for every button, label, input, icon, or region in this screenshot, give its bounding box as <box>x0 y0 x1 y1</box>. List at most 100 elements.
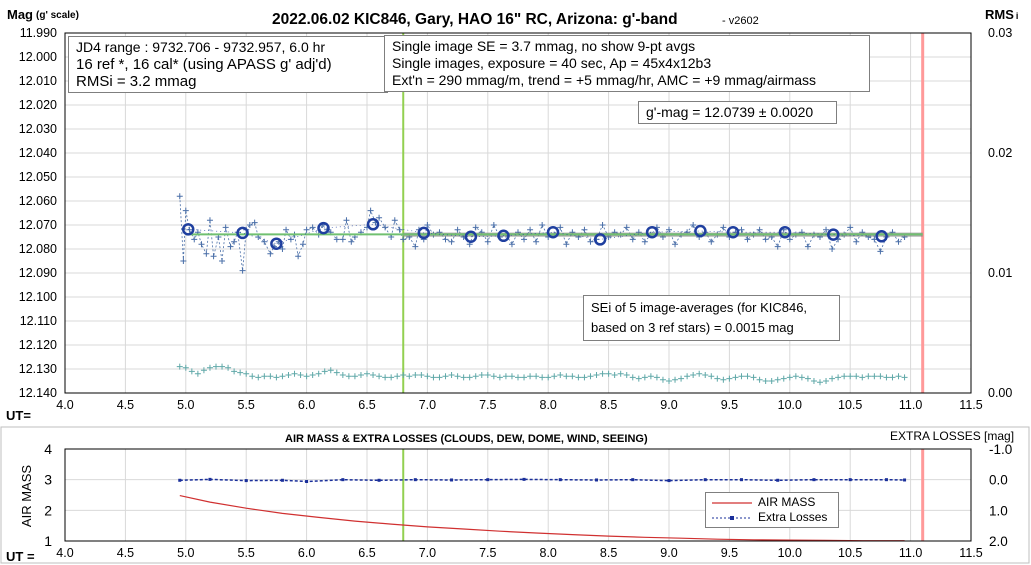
rms-point <box>871 373 878 380</box>
rms-point <box>744 373 751 380</box>
rms-point <box>466 374 473 381</box>
rms-point <box>249 373 256 380</box>
y-tick-label: 12.020 <box>19 98 57 112</box>
rms-point <box>653 374 660 381</box>
single-image-point <box>521 236 528 243</box>
single-image-point <box>261 238 268 245</box>
y2-tick-label: 0.0 <box>989 473 1008 488</box>
single-image-point <box>847 224 854 231</box>
single-image-point <box>442 236 449 243</box>
single-image-point <box>246 222 253 228</box>
single-image-point <box>690 222 697 228</box>
single-image-point <box>448 238 455 245</box>
x-tick-label: 8.5 <box>600 546 617 560</box>
y2-axis-label: RMS i <box>985 7 1018 22</box>
rms-point <box>206 364 213 371</box>
rms-point <box>339 372 346 378</box>
rms-point <box>859 374 866 381</box>
x-tick-label: 5.0 <box>177 546 194 560</box>
rms-point <box>285 372 292 378</box>
rms-point <box>213 363 219 370</box>
single-image-point <box>877 248 884 255</box>
rms-point <box>635 375 642 382</box>
x-tick-label: 8.0 <box>540 546 557 560</box>
rms-point <box>835 374 842 381</box>
single-image-point <box>786 236 793 243</box>
rms-point <box>442 373 449 380</box>
legend-item-airmass: AIR MASS <box>712 495 832 510</box>
rms-point <box>436 374 443 381</box>
single-image-point <box>424 222 431 228</box>
rms-point <box>641 374 648 381</box>
x-tick-label: 11.0 <box>899 546 922 560</box>
rms-point <box>557 372 564 378</box>
single-image-point <box>287 236 294 243</box>
rms-point <box>448 372 455 378</box>
single-image-point <box>641 238 648 245</box>
single-image-point <box>774 243 781 250</box>
extra-losses-point <box>341 478 345 482</box>
rms-point <box>394 373 401 380</box>
rms-point <box>194 370 201 377</box>
bottom-y2-label: EXTRA LOSSES [mag] <box>890 429 1014 443</box>
y-tick-label: 2 <box>44 502 52 518</box>
extra-losses-point <box>739 478 743 482</box>
rms-point <box>599 370 606 377</box>
y2-tick-label: 2.0 <box>989 534 1008 549</box>
image-average-point <box>726 225 740 239</box>
rms-point <box>750 374 757 381</box>
rms-point <box>720 376 727 383</box>
extra-losses-point <box>244 479 248 483</box>
y-tick-label: 12.080 <box>19 242 57 256</box>
single-image-point <box>251 219 258 226</box>
x-tick-label: 11.0 <box>899 398 922 412</box>
single-image-point <box>182 207 189 214</box>
rms-point <box>672 376 679 383</box>
rms-point <box>357 372 364 378</box>
y2-tick-label: 0.00 <box>988 386 1012 400</box>
y-tick-label: 3 <box>44 472 52 488</box>
top-x-tick-labels: 4.0 4.5 5.0 5.5 6.0 6.5 7.0 7.5 8.0 8.5 9.0 9.5 10.0… <box>56 398 982 412</box>
single-image-point <box>738 226 745 233</box>
rms-point <box>225 364 232 371</box>
rms-point <box>261 373 268 380</box>
rms-point <box>629 374 636 381</box>
rms-point <box>617 370 624 377</box>
legend-item-extra-losses: Extra Losses <box>712 510 832 525</box>
single-image-point <box>367 207 374 214</box>
single-image-point <box>581 226 588 233</box>
rms-point <box>726 375 733 382</box>
rms-point <box>454 373 461 380</box>
rms-point <box>732 374 739 381</box>
bottom-title: AIR MASS & EXTRA LOSSES (CLOUDS, DEW, DO… <box>285 433 648 445</box>
rms-point <box>756 376 763 383</box>
single-image-line <box>179 196 905 271</box>
rms-point <box>659 376 666 383</box>
x-tick-label: 7.0 <box>419 398 436 412</box>
single-image-point <box>283 226 290 233</box>
x-tick-label: 6.0 <box>298 546 315 560</box>
rms-point <box>255 374 262 381</box>
y2-tick-label: 0.02 <box>988 146 1012 160</box>
single-image-point <box>333 236 340 243</box>
single-image-point <box>744 236 751 243</box>
single-image-point <box>563 241 570 248</box>
x-tick-label: 4.0 <box>56 546 73 560</box>
y-tick-label: 12.030 <box>19 122 57 136</box>
rms-point <box>315 370 322 377</box>
rms-point <box>321 368 328 375</box>
info-line: based on 3 ref stars) = 0.0015 mag <box>591 320 794 335</box>
x-tick-label: 10.0 <box>778 398 802 412</box>
y-tick-label: 12.070 <box>19 218 57 232</box>
bottom-x-tick-labels: 4.0 4.5 5.0 5.5 6.0 6.5 7.0 7.5 8.0 8.5 9.0 9.5 10.0… <box>56 546 982 560</box>
x-tick-label: 8.5 <box>600 398 617 412</box>
rms-point <box>575 374 582 381</box>
single-image-point <box>508 241 515 248</box>
rms-point <box>200 367 207 374</box>
rms-point <box>563 373 570 380</box>
single-image-point <box>557 224 564 231</box>
single-image-point <box>391 217 398 224</box>
image-average-point <box>875 230 888 243</box>
extra-losses-point <box>812 478 816 482</box>
